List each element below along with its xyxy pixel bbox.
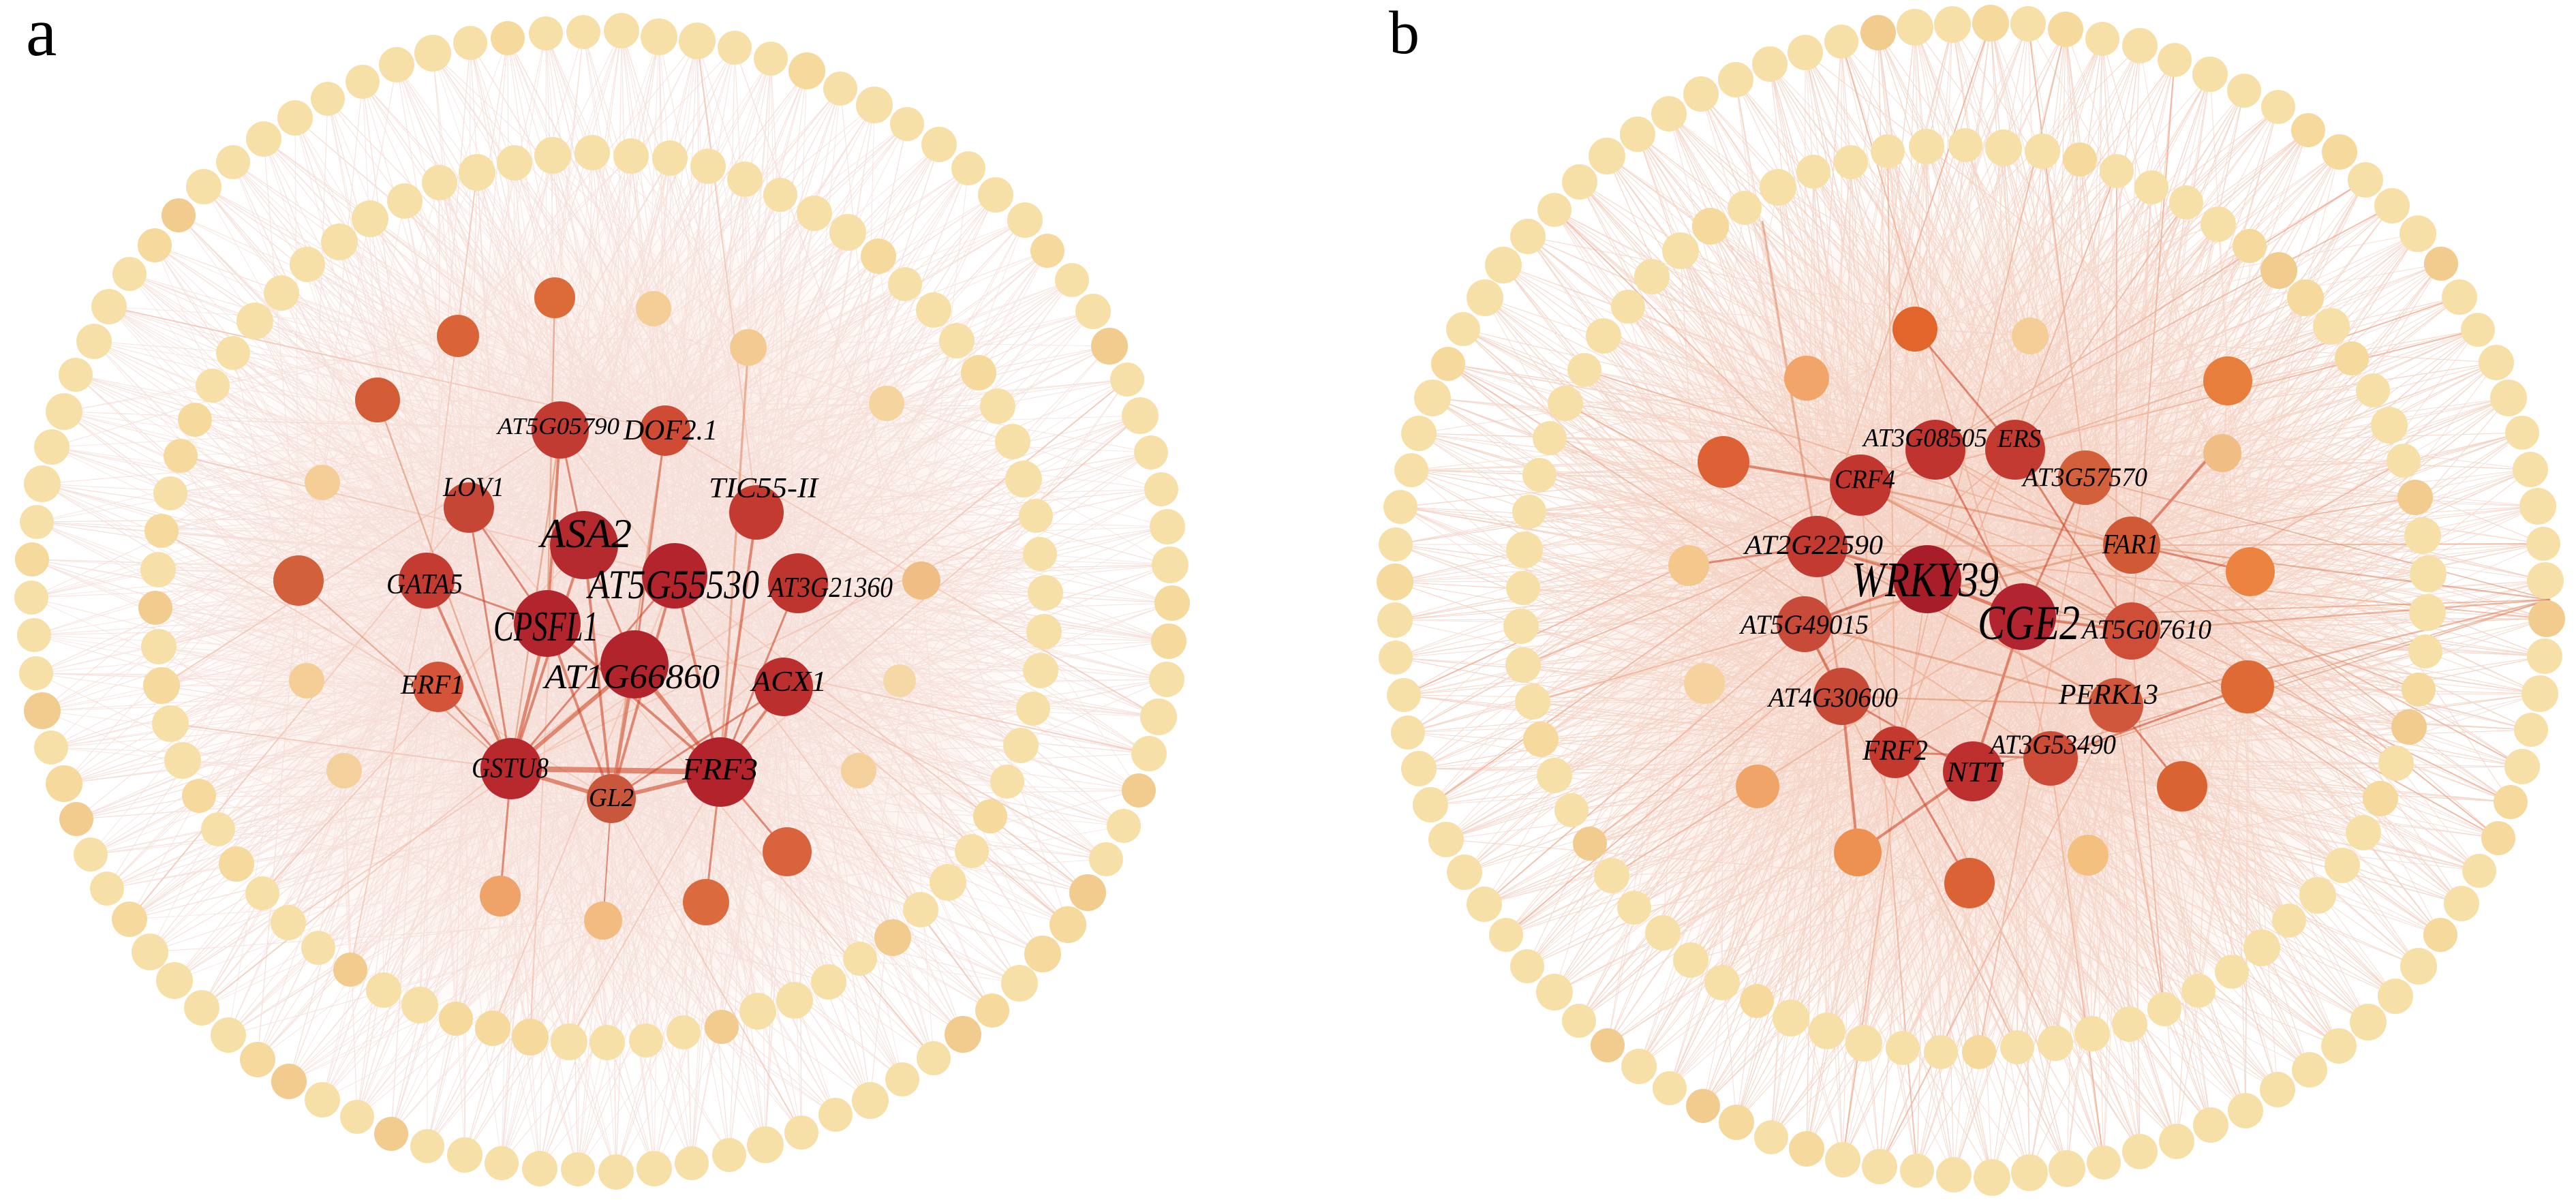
svg-text:CPSFL1: CPSFL1 <box>493 604 598 650</box>
svg-text:LOV1: LOV1 <box>442 472 504 502</box>
svg-text:DOF2.1: DOF2.1 <box>623 415 718 446</box>
svg-text:AT5G07610: AT5G07610 <box>2080 614 2211 645</box>
svg-text:GL2: GL2 <box>589 784 634 812</box>
svg-text:FRF3: FRF3 <box>681 752 758 786</box>
svg-text:b: b <box>1389 0 1420 67</box>
svg-text:AT1G66860: AT1G66860 <box>542 658 720 696</box>
svg-text:a: a <box>26 0 57 71</box>
svg-text:GATA5: GATA5 <box>386 569 463 600</box>
svg-text:CGE2: CGE2 <box>1978 596 2080 650</box>
svg-text:AT5G05790: AT5G05790 <box>496 413 620 440</box>
svg-text:CRF4: CRF4 <box>1835 465 1895 494</box>
svg-text:AT2G22590: AT2G22590 <box>1743 529 1883 560</box>
svg-text:TIC55-II: TIC55-II <box>709 473 819 504</box>
svg-text:GSTU8: GSTU8 <box>472 753 549 784</box>
svg-text:ACX1: ACX1 <box>750 666 827 698</box>
svg-text:WRKY39: WRKY39 <box>1852 552 1999 607</box>
svg-text:AT4G30600: AT4G30600 <box>1766 682 1898 713</box>
svg-text:ERS: ERS <box>1997 425 2041 453</box>
svg-text:AT3G21360: AT3G21360 <box>767 572 893 604</box>
svg-text:FRF2: FRF2 <box>1862 735 1928 767</box>
svg-text:AT5G55530: AT5G55530 <box>586 562 759 607</box>
svg-text:PERK13: PERK13 <box>2058 679 2158 711</box>
svg-text:AT3G08505: AT3G08505 <box>1861 424 1987 452</box>
svg-text:AT5G49015: AT5G49015 <box>1738 609 1869 640</box>
svg-text:ERF1: ERF1 <box>400 669 464 700</box>
svg-text:FAR1: FAR1 <box>2102 528 2159 559</box>
svg-text:AT3G57570: AT3G57570 <box>2021 463 2147 492</box>
svg-text:AT3G53490: AT3G53490 <box>1988 729 2116 760</box>
svg-text:NTT: NTT <box>1946 757 2004 788</box>
svg-text:ASA2: ASA2 <box>538 511 632 556</box>
